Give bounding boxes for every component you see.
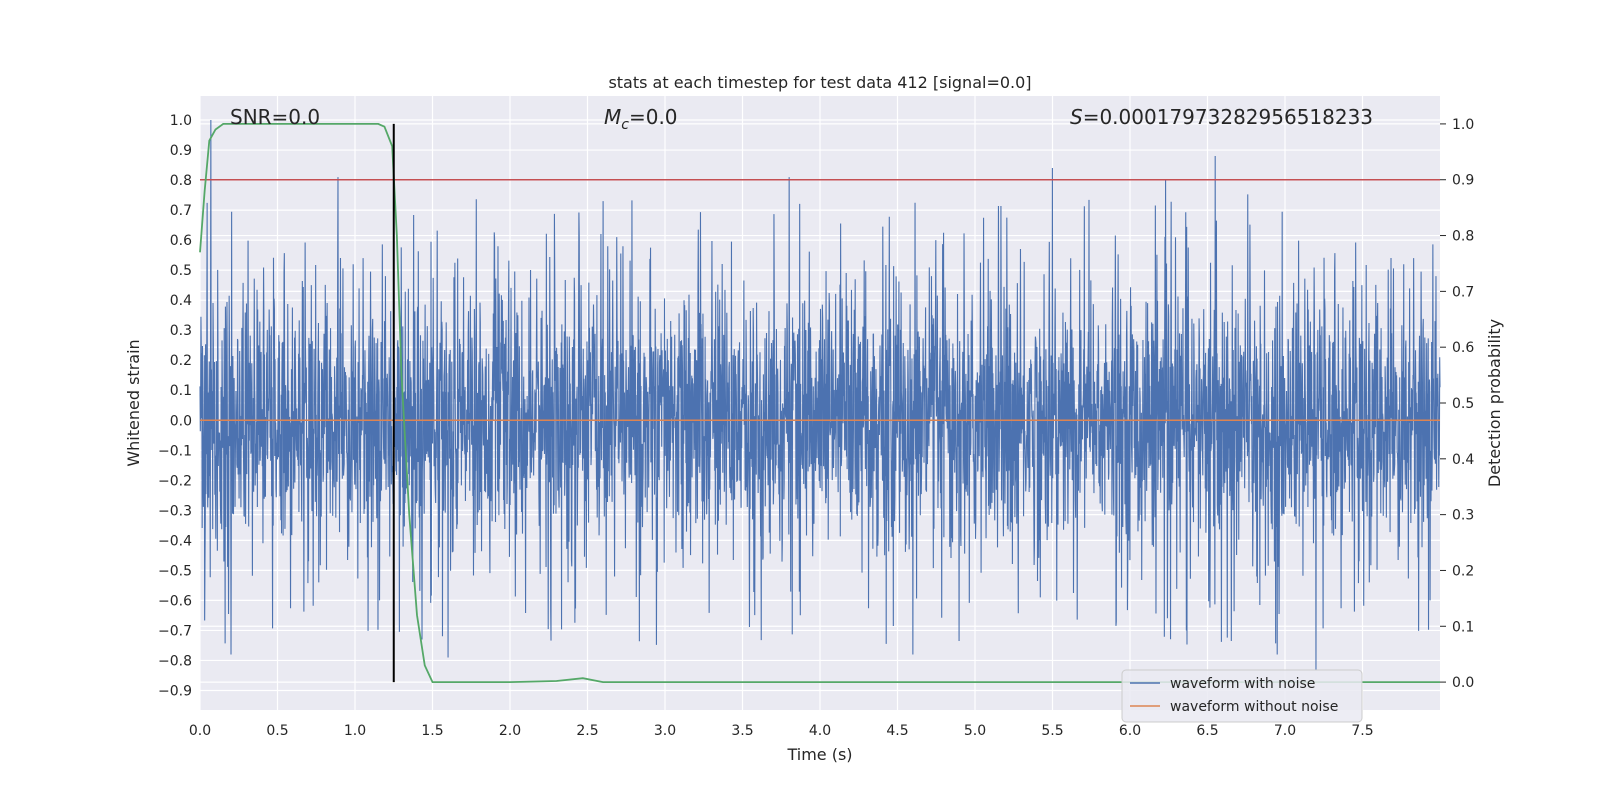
legend-label-waveform-with-noise: waveform with noise: [1170, 676, 1315, 692]
y-tick-label: −0.8: [158, 653, 192, 669]
chirp-mass-symbol: M: [604, 105, 621, 129]
y-tick-label: −0.5: [158, 563, 192, 579]
y2-tick-label: 0.7: [1452, 284, 1474, 300]
chart-title: stats at each timestep for test data 412…: [608, 73, 1031, 92]
y-tick-label: 0.1: [170, 383, 192, 399]
x-tick-label: 4.0: [809, 723, 831, 739]
x-tick-label: 5.5: [1041, 723, 1063, 739]
chirp-mass-value: =0.0: [629, 105, 678, 129]
y2-tick-label: 1.0: [1452, 117, 1474, 133]
x-tick-label: 0.0: [189, 723, 211, 739]
x-tick-label: 6.0: [1119, 723, 1141, 739]
x-tick-label: 6.5: [1196, 723, 1218, 739]
y-tick-label: 0.2: [170, 353, 192, 369]
x-tick-label: 2.5: [576, 723, 598, 739]
x-axis-ticks: 0.0 0.5 1.0 1.5 2.0 2.5 3.0 3.5 4.0 4.5 5.0 5.5 6.0 6…: [189, 723, 1374, 739]
y-axis-right-ticks: 1.0 0.9 0.8 0.7 0.6 0.5 0.4 0.3 0.2 0.1 0.0: [1440, 117, 1474, 691]
y2-tick-label: 0.8: [1452, 229, 1474, 245]
y2-axis-label: Detection probability: [1485, 319, 1504, 487]
y-tick-label: −0.2: [158, 473, 192, 489]
chirp-mass-subscript: c: [621, 117, 629, 133]
y-tick-label: −0.1: [158, 443, 192, 459]
y2-tick-label: 0.6: [1452, 340, 1474, 356]
y-tick-label: −0.4: [158, 533, 192, 549]
x-tick-label: 7.0: [1274, 723, 1296, 739]
x-tick-label: 1.5: [421, 723, 443, 739]
y-tick-label: −0.7: [158, 623, 192, 639]
x-tick-label: 4.5: [886, 723, 908, 739]
y-tick-label: −0.9: [158, 683, 192, 699]
line-detection-probability: [199, 123, 1440, 683]
x-tick-label: 3.0: [654, 723, 676, 739]
y2-tick-label: 0.2: [1452, 563, 1474, 579]
x-tick-label: 2.0: [499, 723, 521, 739]
x-tick-label: 3.5: [731, 723, 753, 739]
y2-tick-label: 0.1: [1452, 619, 1474, 635]
y-tick-label: 0.9: [170, 143, 192, 159]
y2-tick-label: 0.0: [1452, 675, 1474, 691]
s-symbol: S: [1070, 105, 1083, 129]
x-tick-label: 7.5: [1351, 723, 1373, 739]
y-tick-label: 0.3: [170, 323, 192, 339]
x-tick-label: 0.5: [266, 723, 288, 739]
x-tick-label: 1.0: [344, 723, 366, 739]
x-axis-label: Time (s): [786, 745, 852, 764]
x-tick-label: 5.0: [964, 723, 986, 739]
legend: waveform with noise waveform without noi…: [1121, 669, 1363, 723]
y-axis-label: Whitened strain: [124, 339, 143, 466]
y-axis-left-ticks: 1.0 0.9 0.8 0.7 0.6 0.5 0.4 0.3 0.2 0.1 0.0 −0.1 −0.…: [158, 113, 192, 699]
y2-tick-label: 0.9: [1452, 173, 1474, 189]
y-tick-label: 0.6: [170, 233, 192, 249]
y-tick-label: 0.4: [170, 293, 192, 309]
y2-tick-label: 0.3: [1452, 508, 1474, 524]
chirp-mass-annotation: Mc=0.0: [604, 105, 678, 133]
snr-annotation: SNR=0.0: [230, 105, 320, 129]
y-tick-label: −0.6: [158, 593, 192, 609]
legend-label-waveform-without-noise: waveform without noise: [1170, 699, 1338, 715]
y-tick-label: 0.8: [170, 173, 192, 189]
y-tick-label: 1.0: [170, 113, 192, 129]
y-tick-label: 0.7: [170, 203, 192, 219]
y-tick-label: −0.3: [158, 503, 192, 519]
overlay-lines: [199, 123, 1440, 683]
y-tick-label: 0.0: [170, 413, 192, 429]
s-statistic-annotation: S=0.00017973282956518233: [1070, 105, 1373, 129]
s-value: =0.00017973282956518233: [1083, 105, 1373, 129]
y2-tick-label: 0.5: [1452, 396, 1474, 412]
legend-box: [1121, 669, 1363, 723]
y-tick-label: 0.5: [170, 263, 192, 279]
y2-tick-label: 0.4: [1452, 452, 1474, 468]
